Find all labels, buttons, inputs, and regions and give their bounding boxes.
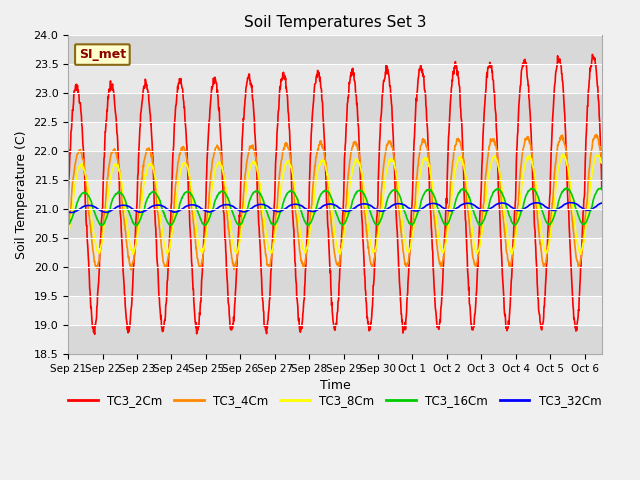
TC3_4Cm	[598, 159, 605, 165]
TC3_16Cm	[598, 186, 605, 192]
Bar	[68, 209, 602, 238]
TC3_4Cm	[161, 262, 168, 267]
Y-axis label: Soil Temperature (C): Soil Temperature (C)	[15, 130, 28, 259]
TC3_32Cm	[468, 201, 476, 207]
TC3_16Cm	[468, 205, 476, 211]
TC3_2Cm	[598, 187, 605, 192]
Bar	[68, 267, 602, 296]
Bar	[68, 296, 602, 325]
Text: SI_met: SI_met	[79, 48, 126, 61]
Title: Soil Temperatures Set 3: Soil Temperatures Set 3	[244, 15, 426, 30]
TC3_4Cm	[219, 166, 227, 171]
Line: TC3_8Cm: TC3_8Cm	[68, 154, 602, 254]
Line: TC3_2Cm: TC3_2Cm	[68, 54, 602, 334]
Bar	[68, 325, 602, 354]
TC3_4Cm	[170, 197, 178, 203]
TC3_2Cm	[170, 120, 178, 126]
TC3_32Cm	[568, 200, 575, 205]
Bar	[68, 64, 602, 93]
TC3_16Cm	[267, 219, 275, 225]
Bar	[68, 180, 602, 209]
TC3_8Cm	[64, 237, 72, 242]
TC3_8Cm	[170, 215, 178, 221]
TC3_16Cm	[98, 223, 106, 228]
TC3_8Cm	[218, 164, 226, 170]
TC3_32Cm	[527, 201, 535, 207]
TC3_4Cm	[64, 229, 72, 235]
TC3_2Cm	[468, 326, 476, 332]
TC3_16Cm	[563, 185, 570, 191]
TC3_8Cm	[160, 240, 168, 245]
Bar	[68, 93, 602, 122]
TC3_8Cm	[598, 160, 605, 166]
TC3_8Cm	[577, 252, 584, 257]
Line: TC3_16Cm: TC3_16Cm	[68, 188, 602, 226]
Bar	[68, 238, 602, 267]
X-axis label: Time: Time	[319, 379, 350, 392]
TC3_32Cm	[598, 200, 605, 206]
TC3_2Cm	[589, 51, 596, 57]
TC3_2Cm	[219, 177, 227, 183]
TC3_16Cm	[170, 216, 178, 222]
TC3_32Cm	[219, 203, 227, 208]
TC3_32Cm	[67, 210, 75, 216]
TC3_8Cm	[559, 151, 567, 157]
TC3_2Cm	[267, 268, 275, 274]
TC3_4Cm	[468, 249, 476, 255]
TC3_2Cm	[64, 209, 72, 215]
TC3_2Cm	[527, 139, 535, 145]
TC3_8Cm	[267, 250, 275, 255]
TC3_32Cm	[161, 204, 168, 210]
TC3_16Cm	[161, 211, 168, 217]
TC3_8Cm	[468, 225, 476, 230]
TC3_4Cm	[527, 150, 535, 156]
TC3_32Cm	[64, 209, 72, 215]
Bar	[68, 36, 602, 64]
TC3_4Cm	[267, 256, 275, 262]
TC3_4Cm	[593, 132, 600, 137]
Bar	[68, 122, 602, 151]
Bar	[68, 151, 602, 180]
TC3_16Cm	[527, 186, 535, 192]
TC3_2Cm	[91, 331, 99, 337]
Legend: TC3_2Cm, TC3_4Cm, TC3_8Cm, TC3_16Cm, TC3_32Cm: TC3_2Cm, TC3_4Cm, TC3_8Cm, TC3_16Cm, TC3…	[64, 389, 606, 411]
Line: TC3_4Cm: TC3_4Cm	[68, 134, 602, 270]
TC3_32Cm	[170, 209, 178, 215]
TC3_16Cm	[64, 222, 72, 228]
TC3_16Cm	[219, 188, 227, 194]
TC3_32Cm	[267, 205, 275, 211]
TC3_8Cm	[527, 156, 535, 161]
Line: TC3_32Cm: TC3_32Cm	[68, 203, 602, 213]
TC3_4Cm	[127, 267, 135, 273]
TC3_2Cm	[161, 319, 168, 324]
